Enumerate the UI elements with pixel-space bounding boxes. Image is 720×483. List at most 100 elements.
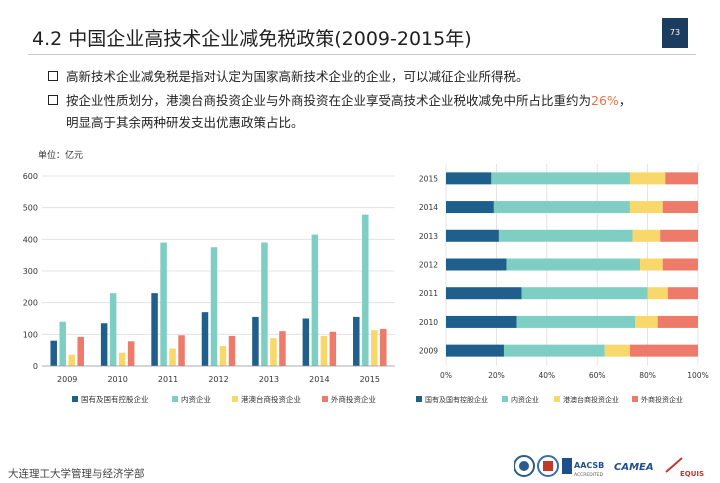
bar	[353, 316, 360, 366]
y-tick-label: 2009	[419, 347, 438, 356]
stacked-bar-segment	[662, 201, 698, 214]
stacked-bar-segment	[521, 287, 648, 300]
y-tick-label: 2011	[419, 289, 438, 298]
x-tick-label: 40%	[538, 371, 555, 380]
x-tick-label: 60%	[589, 371, 606, 380]
legend-label: 国有及国有控股企业	[425, 395, 488, 404]
title-divider	[28, 54, 696, 55]
aacsb-emblem-icon	[562, 458, 572, 474]
equis-logo-text: EQUIS	[680, 470, 704, 478]
stacked-bar-segment	[635, 315, 658, 328]
x-tick-label: 2012	[208, 375, 228, 384]
y-tick-label: 2014	[419, 203, 438, 212]
bullet-square-icon	[48, 95, 58, 105]
stacked-bar-segment	[446, 344, 504, 357]
legend-label: 港澳台商投资企业	[241, 394, 301, 404]
y-tick-label: 600	[23, 172, 38, 181]
unit-label: 单位：亿元	[38, 151, 84, 161]
legend-label: 内资企业	[511, 395, 539, 404]
legend-swatch	[632, 396, 638, 402]
x-tick-label: 2014	[309, 375, 329, 384]
legend-label: 港澳台商投资企业	[563, 395, 619, 404]
camea-logo-text: CAMEA	[614, 462, 654, 473]
bar	[302, 318, 310, 366]
stacked-bar-segment	[662, 258, 698, 271]
stacked-bar-segment	[629, 172, 666, 185]
bar	[252, 316, 259, 366]
stacked-percent-bar-chart: 0% 20% 40% 60% 80% 100% 2015 2014 2013 2012 2011 20…	[416, 164, 709, 404]
stacked-bar-segment	[640, 258, 663, 271]
x-tick-label: 2009	[57, 375, 77, 384]
page-number-badge: 73	[662, 18, 688, 48]
stacked-bar-segment	[629, 201, 663, 214]
legend-swatch	[322, 396, 328, 402]
bar	[100, 323, 108, 366]
bullet-1: 高新技术企业减免税是指对认定为国家高新技术企业的企业，可以减征企业所得税。	[48, 66, 529, 85]
stacked-bar-segment	[667, 287, 698, 300]
equis-swoosh-icon	[665, 457, 683, 473]
y-tick-label: 0	[33, 362, 38, 371]
stacked-bar-segment	[503, 344, 605, 357]
bar	[160, 242, 167, 366]
stacked-bar-segment	[493, 201, 630, 214]
y-tick-label: 2013	[419, 232, 438, 241]
bar	[329, 331, 337, 366]
bar	[109, 293, 117, 366]
y-tick-label: 2010	[419, 318, 438, 327]
bar	[68, 354, 75, 366]
footer-school: 大连理工大学管理与经济学部	[8, 468, 145, 480]
stacked-bar-segment	[647, 287, 668, 300]
school-emblem-center	[543, 461, 553, 471]
stacked-bar-segment	[604, 344, 630, 357]
university-seal-center	[519, 461, 529, 471]
bar	[320, 335, 328, 366]
stacked-bar-segment	[657, 315, 698, 328]
bullet-2-text: 按企业性质划分，港澳台商投资企业与外商投资在企业享受高技术企业税收减免中所占比重…	[66, 93, 592, 108]
bar	[380, 328, 387, 366]
legend-label: 国有及国有控股企业	[81, 394, 149, 404]
legend-label: 外商投资企业	[641, 395, 683, 404]
stacked-bar-segment	[516, 315, 635, 328]
stacked-bar-segment	[446, 287, 522, 300]
y-tick-label: 2015	[419, 174, 438, 183]
bullet-square-icon	[48, 71, 58, 81]
bar	[178, 335, 185, 366]
stacked-bar-segment	[629, 344, 698, 357]
bar	[77, 336, 84, 366]
legend-swatch	[232, 396, 238, 402]
bullet-2-tail: ，	[618, 93, 632, 108]
stacked-bar-segment	[491, 172, 630, 185]
y-tick-label: 200	[23, 299, 38, 308]
y-tick-label: 300	[23, 267, 38, 276]
bar	[201, 312, 209, 366]
accreditation-logos: AACSB ACCREDITED CAMEA EQUIS	[514, 455, 704, 478]
stacked-bar-segment	[660, 229, 698, 242]
bar	[50, 340, 57, 366]
bar	[169, 348, 176, 366]
bar	[118, 352, 126, 366]
stacked-bar-segment	[446, 201, 494, 214]
y-tick-label: 2012	[419, 261, 438, 270]
x-tick-label: 2010	[107, 375, 127, 384]
aacsb-accredited-text: ACCREDITED	[574, 472, 604, 478]
stacked-bar-segment	[665, 172, 698, 185]
legend-swatch	[172, 396, 178, 402]
y-tick-label: 400	[23, 235, 38, 244]
x-tick-label: 20%	[488, 371, 505, 380]
x-tick-label: 2013	[259, 375, 279, 384]
stacked-bar-segment	[446, 258, 507, 271]
bullet-2-line2: 明显高于其余两种研发支出优惠政策占比。	[66, 115, 304, 130]
bar	[210, 247, 218, 366]
grouped-bar-chart: 0 100 200 300 400 500 600 2009 2010 2011 2012 2013 2…	[23, 172, 395, 404]
legend-swatch	[72, 396, 78, 402]
bar	[219, 346, 227, 366]
bar	[261, 242, 268, 366]
x-tick-label: 2011	[158, 375, 178, 384]
x-tick-label: 100%	[687, 371, 708, 380]
x-tick-label: 80%	[639, 371, 656, 380]
stacked-bar-segment	[506, 258, 641, 271]
x-tick-label: 2015	[360, 375, 380, 384]
legend-swatch	[416, 396, 422, 402]
y-tick-label: 500	[23, 204, 38, 213]
bar	[371, 330, 378, 366]
